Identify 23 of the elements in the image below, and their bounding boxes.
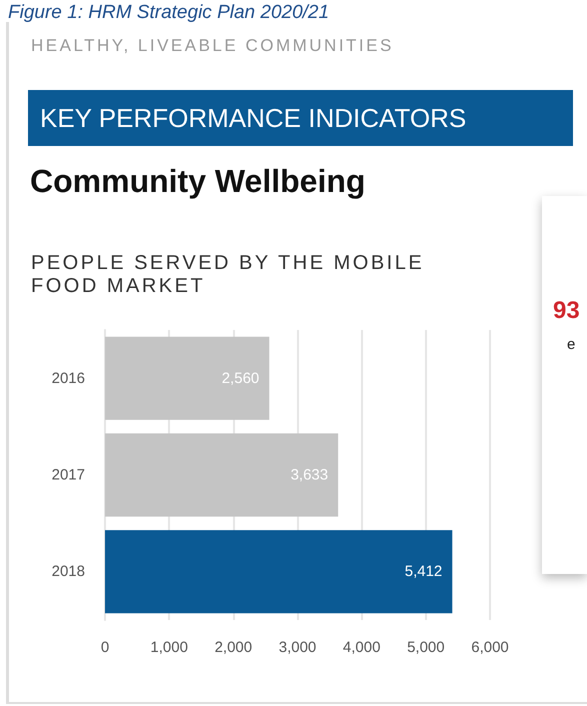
x-tick-label: 2,000	[214, 639, 252, 656]
data-label: 5,412	[404, 563, 442, 580]
chart-title: Figure 1: HRM Strategic Plan 2020/21	[8, 2, 330, 24]
y-tick-label: 2016	[52, 370, 85, 387]
data-label: 2,560	[222, 370, 260, 387]
x-tick-label: 3,000	[278, 639, 316, 656]
x-tick-label: 4,000	[342, 639, 380, 656]
text: KEY PERFORMANCE INDICATORS	[28, 90, 573, 146]
x-tick-label: 1,000	[150, 639, 188, 656]
text: 93	[553, 297, 580, 325]
x-tick-label: 0	[100, 639, 110, 656]
text: e	[567, 336, 576, 353]
chart-subtitle: PEOPLE SERVED BY THE MOBILE FOOD MARKET	[31, 252, 426, 298]
y-tick-label: 2018	[52, 563, 85, 580]
y-tick-label: 2017	[52, 466, 85, 484]
text: Community Wellbeing	[30, 163, 366, 200]
bar	[105, 530, 452, 614]
text: HEALTHY, LIVEABLE COMMUNITIES	[31, 36, 394, 56]
data-label: 3,633	[290, 466, 328, 484]
bar	[105, 433, 338, 517]
bar	[105, 336, 270, 420]
x-tick-label: 6,000	[471, 639, 509, 656]
x-tick-label: 5,000	[407, 639, 445, 656]
